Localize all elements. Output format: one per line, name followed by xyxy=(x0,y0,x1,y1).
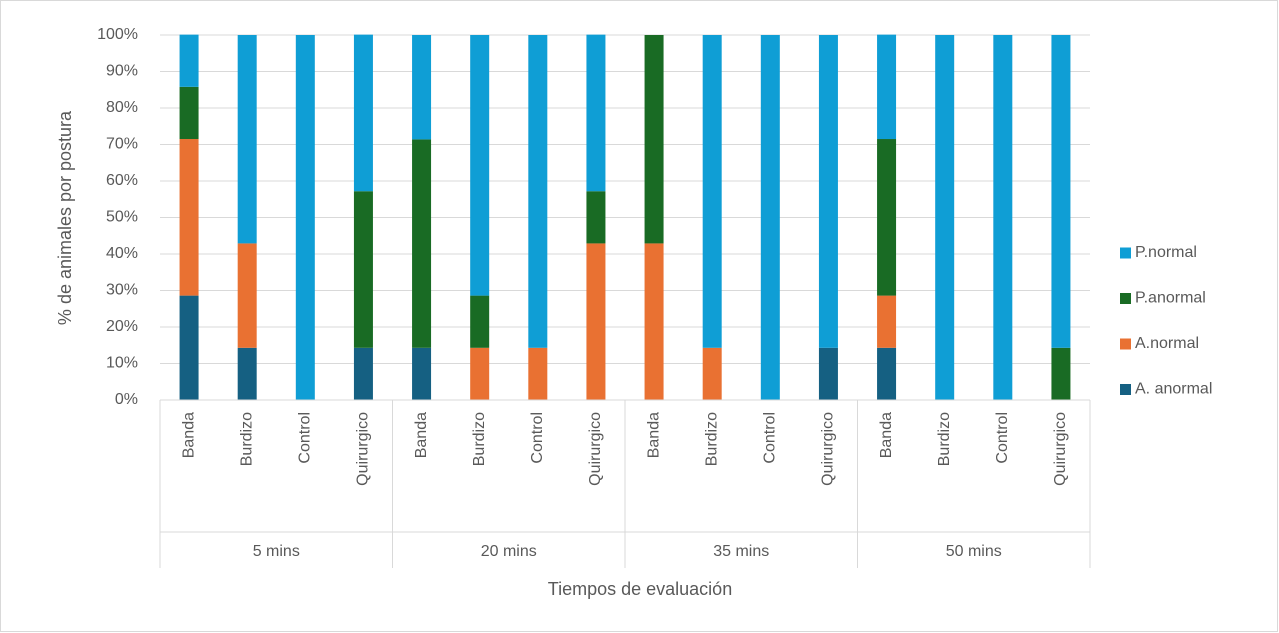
bar-segment xyxy=(760,35,780,400)
y-tick-label: 20% xyxy=(106,318,138,335)
x-tick-label: Burdizo xyxy=(936,412,953,466)
bar-segment xyxy=(586,243,606,400)
bar-segment xyxy=(528,347,548,400)
x-tick-label: Control xyxy=(529,412,546,464)
legend-swatch xyxy=(1120,293,1131,304)
bar-segment xyxy=(877,139,897,296)
legend-swatch xyxy=(1120,384,1131,395)
bar-segment xyxy=(237,35,257,244)
group-label: 50 mins xyxy=(946,543,1002,560)
bar-segment xyxy=(470,347,490,400)
x-tick-label: Burdizo xyxy=(703,412,720,466)
x-tick-label: Banda xyxy=(645,412,662,458)
group-label: 5 mins xyxy=(253,543,300,560)
y-tick-label: 90% xyxy=(106,63,138,80)
y-tick-label: 50% xyxy=(106,209,138,226)
x-axis-title: Tiempos de evaluación xyxy=(548,579,732,599)
bar-segment xyxy=(412,139,432,348)
bar-segment xyxy=(877,295,897,348)
bar-segment xyxy=(818,35,838,348)
bar-segment xyxy=(470,35,490,296)
y-axis-title: % de animales por postura xyxy=(55,110,75,325)
group-label: 20 mins xyxy=(481,543,537,560)
x-tick-label: Control xyxy=(762,412,779,464)
x-tick-label: Burdizo xyxy=(471,412,488,466)
legend-swatch xyxy=(1120,247,1131,259)
legend-label: P.anormal xyxy=(1135,290,1206,307)
legend-label: P.normal xyxy=(1135,244,1197,261)
bar-segment xyxy=(877,347,897,400)
bar-segment xyxy=(993,35,1013,400)
bar-segment xyxy=(528,35,548,348)
bar-segment xyxy=(179,34,199,87)
bar-segment xyxy=(295,35,315,400)
y-tick-label: 80% xyxy=(106,99,138,116)
x-tick-label: Banda xyxy=(878,412,895,458)
bar-segment xyxy=(1051,347,1071,400)
y-tick-label: 10% xyxy=(106,355,138,372)
x-tick-label: Banda xyxy=(180,412,197,458)
bar-segment xyxy=(1051,35,1071,348)
bar-segment xyxy=(237,347,257,400)
bar-segment xyxy=(179,295,199,400)
x-tick-label: Quirurgico xyxy=(587,412,604,486)
bar-segment xyxy=(353,191,373,348)
group-label: 35 mins xyxy=(713,543,769,560)
y-tick-label: 40% xyxy=(106,245,138,262)
bar-segment xyxy=(179,139,199,296)
bar-segment xyxy=(353,347,373,400)
legend-label: A. anormal xyxy=(1135,381,1212,398)
bar-segment xyxy=(412,35,432,140)
bar-segment xyxy=(644,35,664,244)
x-tick-label: Quirurgico xyxy=(1052,412,1069,486)
y-tick-label: 100% xyxy=(97,26,138,43)
x-tick-label: Quirurgico xyxy=(820,412,837,486)
x-tick-label: Quirurgico xyxy=(355,412,372,486)
x-tick-label: Control xyxy=(297,412,314,464)
y-tick-label: 70% xyxy=(106,136,138,153)
bar-segment xyxy=(877,34,897,140)
legend-label: A.normal xyxy=(1135,335,1199,352)
bar-segment xyxy=(412,347,432,400)
bar-segment xyxy=(470,295,490,348)
x-tick-label: Burdizo xyxy=(238,412,255,466)
y-tick-label: 30% xyxy=(106,282,138,299)
legend-swatch xyxy=(1120,338,1131,350)
bar-segment xyxy=(702,35,722,348)
bar-segment xyxy=(818,347,838,400)
bar-segment xyxy=(586,34,606,192)
bar-segment xyxy=(935,35,955,400)
x-tick-label: Banda xyxy=(413,412,430,458)
bar-segment xyxy=(237,243,257,348)
bar-segment xyxy=(179,86,199,140)
y-tick-label: 0% xyxy=(115,391,138,408)
x-tick-label: Control xyxy=(994,412,1011,464)
bar-segment xyxy=(644,243,664,400)
bar-segment xyxy=(353,34,373,192)
bar-segment xyxy=(702,347,722,400)
bar-segment xyxy=(586,191,606,244)
y-tick-label: 60% xyxy=(106,172,138,189)
